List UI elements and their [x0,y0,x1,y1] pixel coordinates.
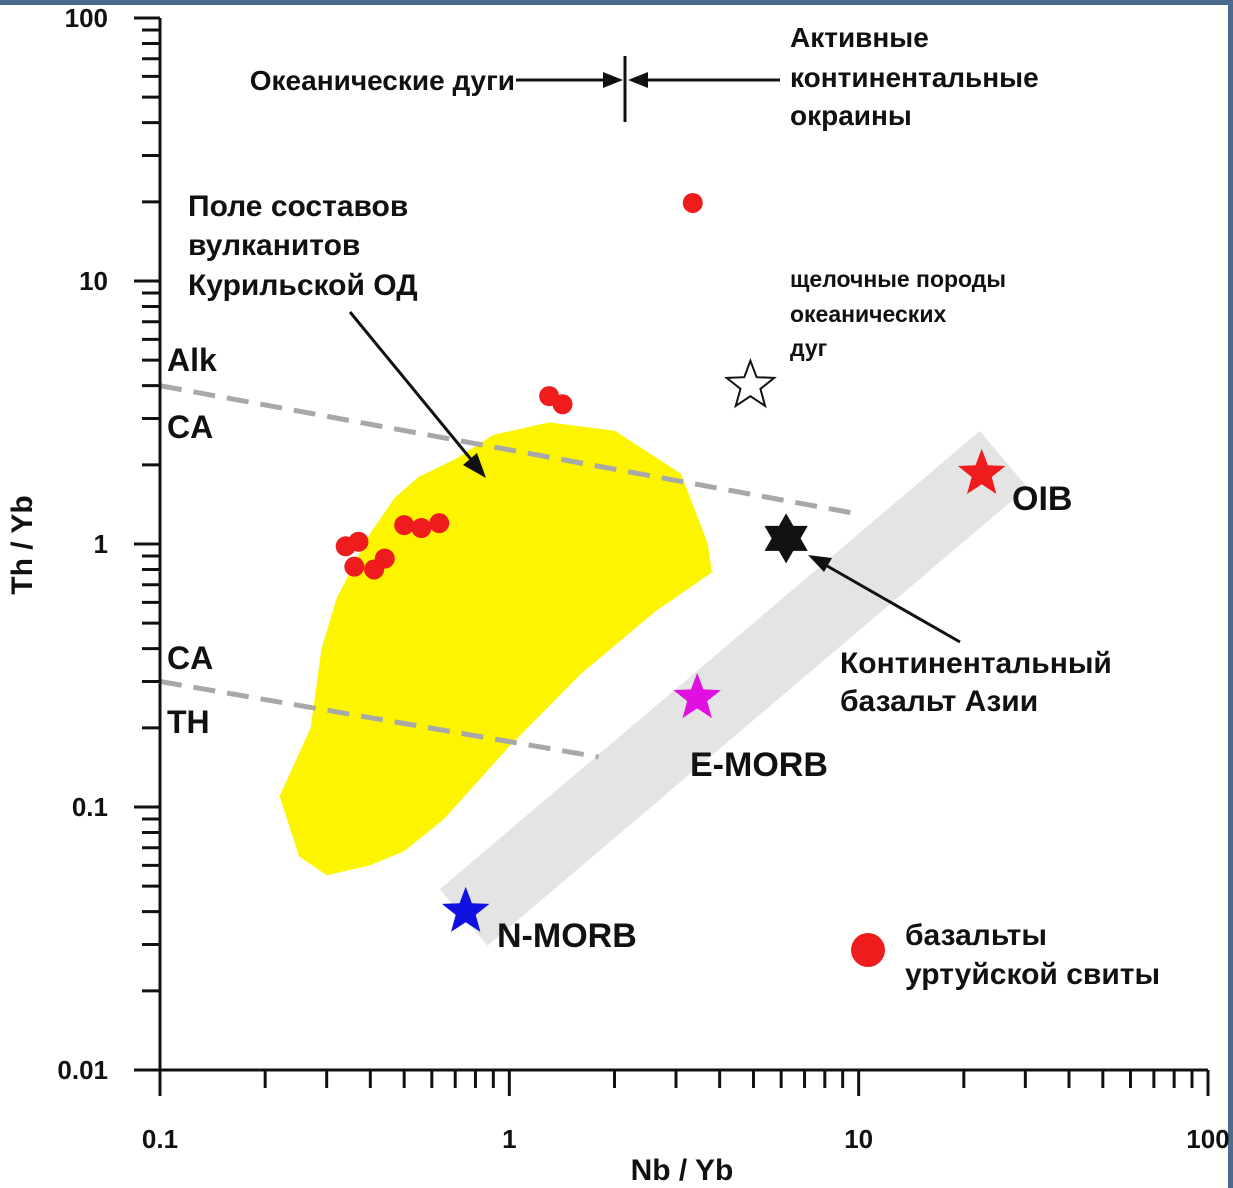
data-point [374,548,395,569]
x-tick-label: 1 [502,1124,516,1154]
field-label-3: Курильской ОД [188,269,418,302]
reference-star-n-morb [441,886,490,932]
y-tick-label: 0.01 [57,1055,108,1085]
y-axis-label: Th / Yb [6,495,39,594]
continental-basalt-pointer-arrow [808,555,961,644]
arc-boundary-marker [516,56,780,122]
data-point [682,192,703,213]
x-tick-label: 10 [844,1124,873,1154]
data-point [344,556,365,577]
alkaline-arcs-label-2: океанических [790,301,946,327]
divider-line-1 [159,383,860,517]
legend-label-2: уртуйской свиты [905,958,1160,991]
data-point [348,531,369,552]
continental-basalt-label-1: Континентальный [840,647,1112,680]
reference-compositions [441,357,1006,932]
kuril-arc-field-polygon [279,422,712,876]
data-point [411,518,432,539]
x-tick-label: 100 [1186,1124,1229,1154]
reference-star-open-щелочные-породы-океанических-дуг [723,357,777,409]
axis-tick-labels: 0.1 1 10 100 0.01 0.1 1 10 100 [57,3,1229,1154]
mantle-array [439,431,1028,946]
legend: базальты уртуйской свиты [851,919,1160,991]
ca-lower-label: CA [167,640,213,676]
field-label-1: Поле составов [188,190,408,223]
th-label: TH [167,704,210,740]
legend-marker [851,933,885,967]
reference-star-oib [957,448,1006,494]
divider-line-2 [159,679,599,760]
n-morb-label: N-MORB [497,917,637,955]
kuril-arc-field [279,422,712,876]
active-margins-label-1: Активные [790,22,929,53]
active-margins-label-3: окраины [790,100,912,131]
data-point [394,515,415,536]
e-morb-label: E-MORB [690,746,828,784]
ca-upper-label: CA [167,409,213,445]
y-tick-label: 10 [79,266,108,296]
reference-hexagram-континентальный-базальт-азии [764,513,808,564]
active-margin-arrowhead [628,72,648,88]
field-label-2: вулканитов [188,229,360,262]
alkaline-arcs-label-1: щелочные породы [790,266,1006,292]
y-tick-label: 100 [65,3,108,33]
x-axis-label: Nb / Yb [631,1154,734,1187]
urtui-basalt-points [335,192,703,580]
x-tick-label: 0.1 [142,1124,178,1154]
active-margins-label-2: континентальные [790,62,1039,93]
top-border [0,0,1233,5]
divider-lines [159,383,860,760]
y-tick-label: 0.1 [72,792,108,822]
alkaline-arcs-label-3: дуг [790,335,827,361]
continental-basalt-label-2: базальт Азии [840,685,1038,718]
oceanic-arc-arrowhead [603,72,623,88]
data-point [429,513,450,534]
mantle-array-band [439,431,1028,946]
field-pointer-arrow [348,311,486,478]
right-border [1228,0,1233,1188]
alk-label: Alk [167,342,217,378]
oib-label: OIB [1012,480,1072,518]
oceanic-arcs-label: Океанические дуги [250,65,515,96]
axis-ticks [134,16,1210,1096]
hexagram-triangle-down [764,525,808,564]
legend-label-1: базальты [905,919,1047,952]
reference-star-e-morb [673,672,721,719]
y-tick-label: 1 [94,529,108,559]
data-point [552,394,573,415]
